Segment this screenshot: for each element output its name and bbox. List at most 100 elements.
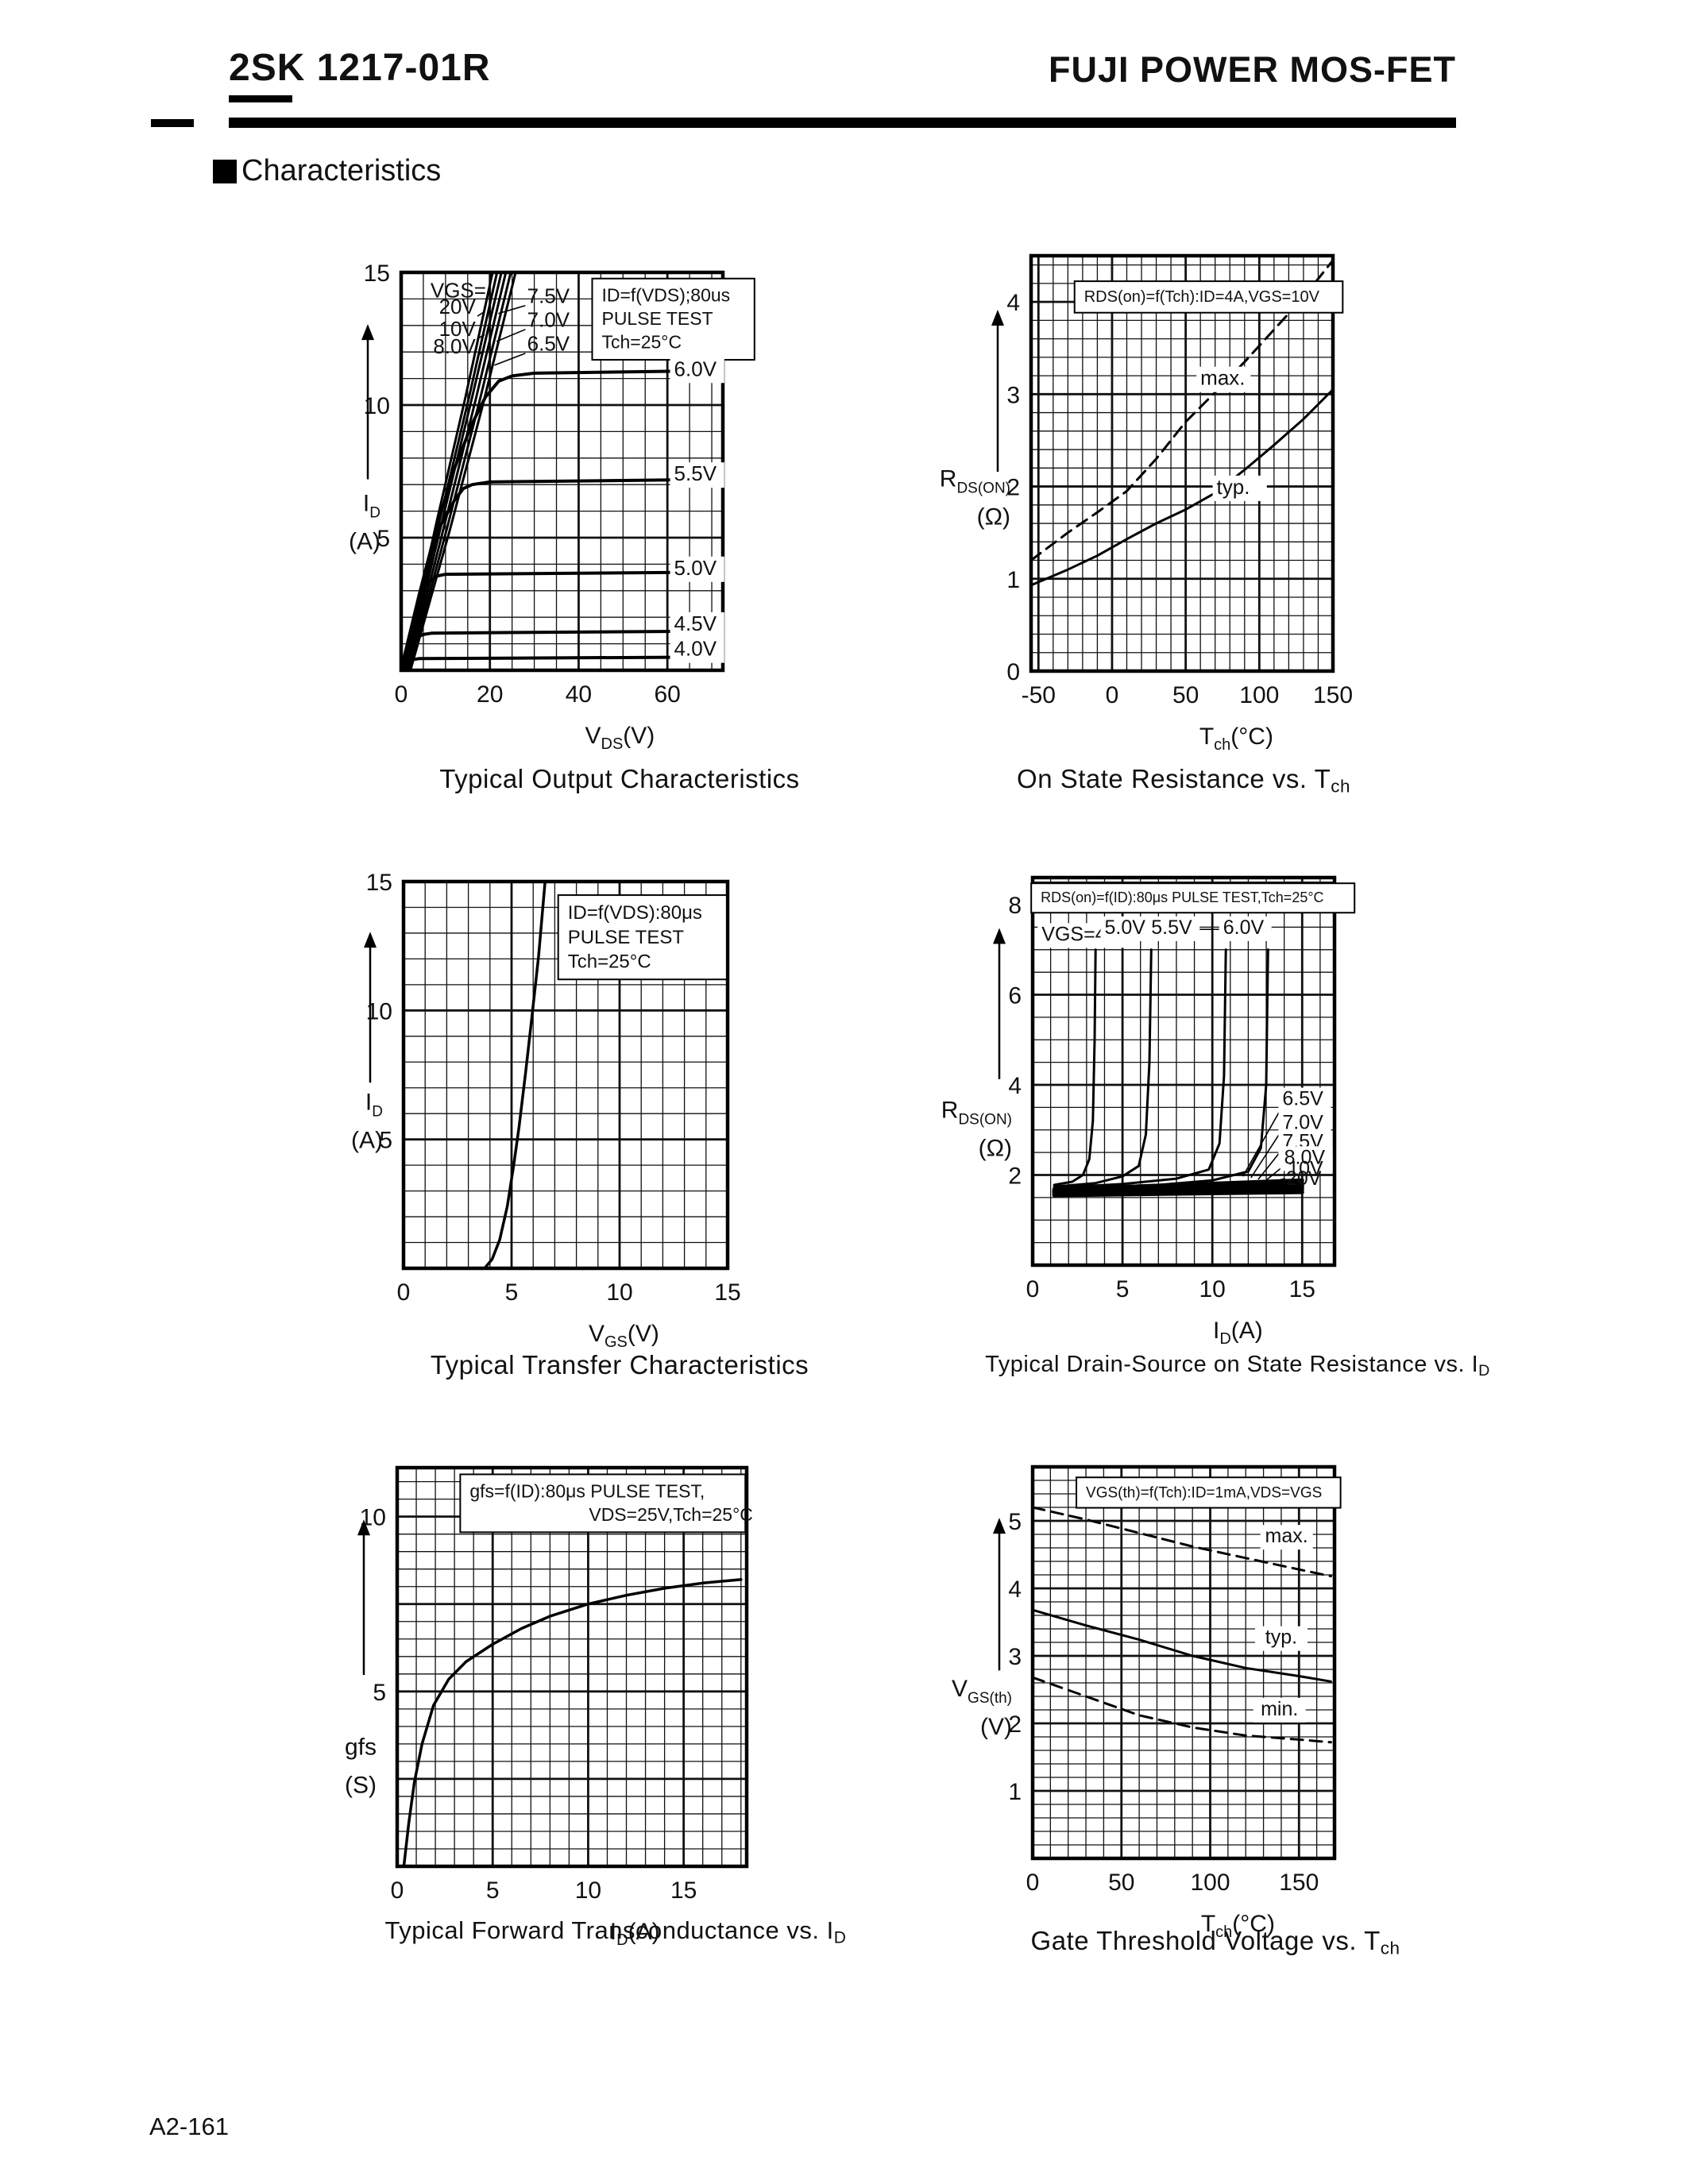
svg-text:5.5V: 5.5V: [674, 461, 717, 485]
caption-gate-threshold: Gate Threshold Voltage vs. Tch: [1030, 1926, 1400, 1958]
svg-text:gfs=f(ID):80μs PULSE TEST,: gfs=f(ID):80μs PULSE TEST,: [469, 1480, 705, 1501]
svg-text:150: 150: [1313, 682, 1353, 708]
svg-text:RDS(ON): RDS(ON): [940, 465, 1010, 496]
gate-threshold-chart: VGS(th)=f(Tch):ID=1mA,VDS=VGS max. typ. min…: [952, 1464, 1342, 1941]
svg-text:15: 15: [366, 870, 392, 896]
svg-text:-50: -50: [1022, 682, 1056, 708]
svg-text:(V): (V): [980, 1714, 1012, 1740]
svg-text:4.0V: 4.0V: [674, 637, 717, 661]
svg-text:50: 50: [1172, 682, 1199, 708]
svg-text:VGS(th)=f(Tch):ID=1mA,VDS=VGS: VGS(th)=f(Tch):ID=1mA,VDS=VGS: [1086, 1484, 1322, 1501]
brand-title: FUJI POWER MOS-FET: [1049, 49, 1456, 90]
svg-text:(A): (A): [349, 529, 380, 555]
svg-text:60: 60: [654, 681, 680, 708]
caption-rds-vs-id: Typical Drain-Source on State Resistance…: [985, 1352, 1490, 1379]
svg-text:15: 15: [364, 260, 390, 287]
section-title: Characteristics: [241, 154, 442, 187]
header-rule: [229, 118, 1456, 128]
svg-text:40: 40: [566, 681, 592, 708]
caption-on-state-resistance: On State Resistance vs. Tch: [1017, 764, 1350, 797]
svg-text:5: 5: [1116, 1276, 1130, 1302]
svg-text:15: 15: [714, 1279, 740, 1306]
svg-text:ID(A): ID(A): [610, 1919, 660, 1949]
svg-text:1: 1: [1008, 1779, 1022, 1805]
svg-text:3: 3: [1008, 1644, 1022, 1670]
svg-text:20V: 20V: [1286, 1167, 1322, 1190]
svg-text:0: 0: [397, 1279, 411, 1306]
svg-text:0: 0: [391, 1877, 404, 1904]
svg-text:15: 15: [1289, 1276, 1315, 1302]
svg-text:6.5V: 6.5V: [527, 332, 570, 356]
svg-text:20: 20: [477, 681, 503, 708]
svg-text:PULSE TEST: PULSE TEST: [568, 927, 685, 948]
svg-text:VGS(V): VGS(V): [589, 1321, 659, 1351]
transconductance-chart: gfs=f(ID):80μs PULSE TEST, VDS=25V,Tch=25…: [345, 1465, 753, 1949]
svg-text:10: 10: [1199, 1276, 1226, 1302]
rds-vs-id-chart: RDS(on)=f(ID):80μs PULSE TEST,Tch=25°CVG…: [941, 875, 1356, 1348]
svg-text:RDS(ON): RDS(ON): [941, 1098, 1012, 1129]
svg-text:5.5V: 5.5V: [1151, 916, 1192, 939]
svg-text:typ.: typ.: [1265, 1626, 1297, 1649]
svg-text:7.0V: 7.0V: [527, 307, 570, 331]
svg-text:ID=f(VDS):80μs: ID=f(VDS):80μs: [568, 902, 702, 924]
svg-text:10: 10: [575, 1877, 601, 1904]
part-number-underline: [229, 95, 292, 102]
caption-output-characteristics: Typical Output Characteristics: [439, 764, 800, 793]
svg-text:100: 100: [1239, 682, 1279, 708]
svg-text:max.: max.: [1265, 1525, 1308, 1547]
svg-text:10V: 10V: [439, 317, 477, 341]
svg-text:(A): (A): [351, 1127, 383, 1153]
svg-text:6: 6: [1008, 983, 1022, 1009]
svg-text:8.0V: 8.0V: [1284, 1146, 1326, 1168]
svg-text:max.: max.: [1200, 366, 1245, 390]
svg-text:(Ω): (Ω): [979, 1136, 1012, 1162]
svg-text:5.0V: 5.0V: [674, 556, 717, 580]
svg-text:VGS=: VGS=: [431, 279, 486, 303]
page-number: A2-161: [149, 2113, 229, 2140]
svg-text:4.5V: 4.5V: [674, 612, 717, 635]
svg-text:1: 1: [1006, 567, 1020, 593]
svg-text:7.5V: 7.5V: [527, 284, 570, 307]
svg-text:0: 0: [1006, 659, 1020, 685]
svg-text:(S): (S): [345, 1772, 377, 1798]
svg-text:VGS(th): VGS(th): [952, 1676, 1012, 1707]
svg-text:ID: ID: [363, 491, 380, 522]
svg-text:2: 2: [1008, 1163, 1022, 1190]
svg-text:15: 15: [670, 1877, 697, 1904]
svg-text:5: 5: [1008, 1509, 1022, 1535]
svg-text:6.0V: 6.0V: [674, 357, 717, 380]
svg-text:ID: ID: [365, 1089, 383, 1120]
svg-text:typ.: typ.: [1217, 475, 1250, 499]
caption-transfer-characteristics: Typical Transfer Characteristics: [430, 1350, 809, 1379]
svg-text:(Ω): (Ω): [977, 504, 1010, 530]
svg-text:5: 5: [373, 1680, 386, 1706]
svg-text:5: 5: [486, 1877, 500, 1904]
svg-text:ID(A): ID(A): [1213, 1318, 1263, 1348]
svg-text:PULSE TEST: PULSE TEST: [601, 308, 713, 329]
svg-text:5: 5: [505, 1279, 519, 1306]
svg-text:Tch=25°C: Tch=25°C: [601, 332, 682, 353]
svg-text:10V: 10V: [1288, 1158, 1323, 1180]
svg-text:gfs: gfs: [345, 1734, 377, 1760]
svg-text:20V: 20V: [439, 295, 477, 318]
svg-text:5.0V: 5.0V: [1104, 916, 1145, 939]
svg-text:50: 50: [1108, 1870, 1134, 1896]
svg-text:Tch=25°C: Tch=25°C: [568, 951, 651, 973]
svg-text:4: 4: [1008, 1073, 1022, 1099]
caption-transconductance: Typical Forward Transconductance vs. ID: [384, 1916, 847, 1947]
svg-text:0: 0: [1026, 1870, 1040, 1896]
section-heading: Characteristics: [213, 154, 441, 188]
svg-text:Tch(°C): Tch(°C): [1201, 1911, 1275, 1941]
svg-text:VDS(V): VDS(V): [585, 723, 655, 753]
svg-text:2: 2: [1008, 1711, 1022, 1738]
svg-text:5: 5: [377, 526, 390, 552]
svg-text:4: 4: [1008, 1576, 1022, 1603]
svg-text:2: 2: [1006, 475, 1020, 501]
svg-text:3: 3: [1006, 382, 1020, 408]
svg-text:Tch(°C): Tch(°C): [1199, 723, 1273, 754]
svg-text:8: 8: [1008, 893, 1022, 919]
svg-text:10: 10: [606, 1279, 632, 1306]
svg-text:4: 4: [1006, 290, 1020, 316]
